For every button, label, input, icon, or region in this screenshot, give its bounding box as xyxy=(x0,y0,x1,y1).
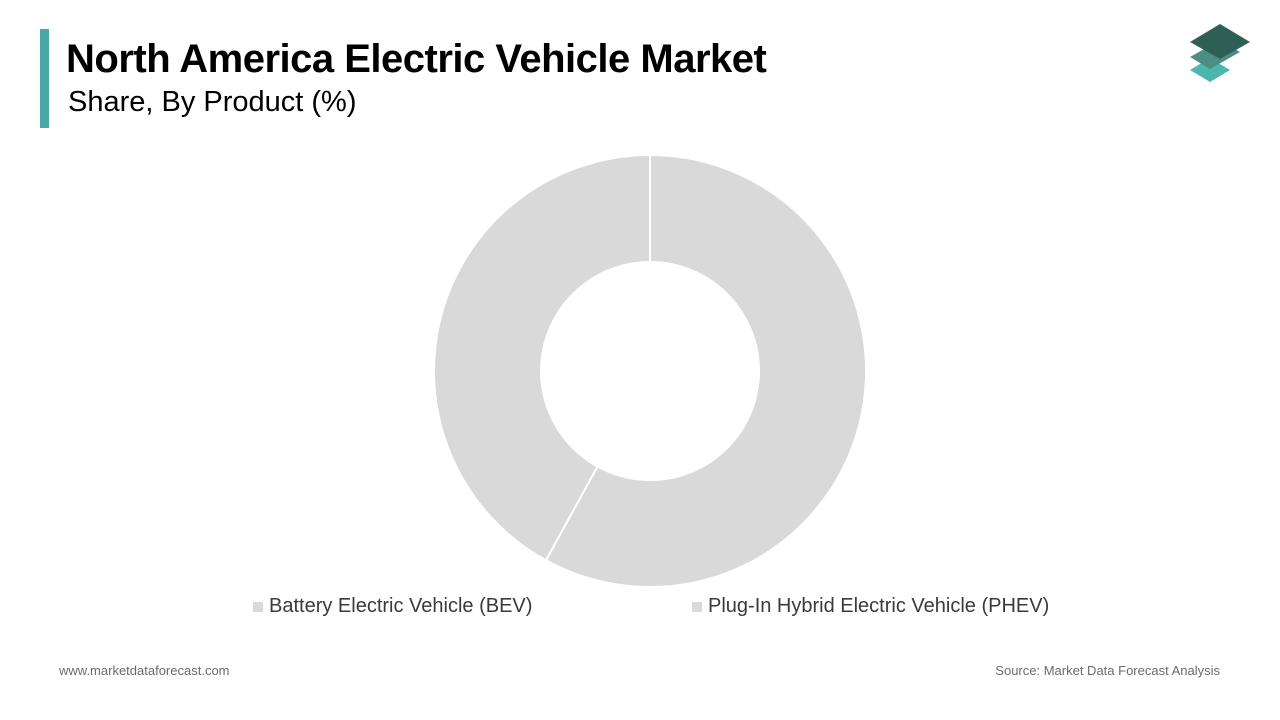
legend-item-phev: Plug-In Hybrid Electric Vehicle (PHEV) xyxy=(692,595,1049,618)
stacked-layers-logo-icon xyxy=(1190,24,1250,82)
legend-swatch-phev xyxy=(692,601,702,612)
legend-label-bev: Battery Electric Vehicle (BEV) xyxy=(269,595,533,617)
footer-website: www.marketdataforecast.com xyxy=(59,663,230,678)
donut-slice-phev xyxy=(433,153,651,562)
footer-source: Source: Market Data Forecast Analysis xyxy=(995,663,1220,678)
legend-item-bev: Battery Electric Vehicle (BEV) xyxy=(253,595,532,618)
legend-swatch-bev xyxy=(253,601,263,612)
legend-label-phev: Plug-In Hybrid Electric Vehicle (PHEV) xyxy=(708,595,1050,617)
chart-subtitle: Share, By Product (%) xyxy=(68,86,357,118)
title-accent-bar xyxy=(40,29,49,128)
donut-slice-bev xyxy=(544,153,867,588)
chart-title: North America Electric Vehicle Market xyxy=(66,37,767,81)
